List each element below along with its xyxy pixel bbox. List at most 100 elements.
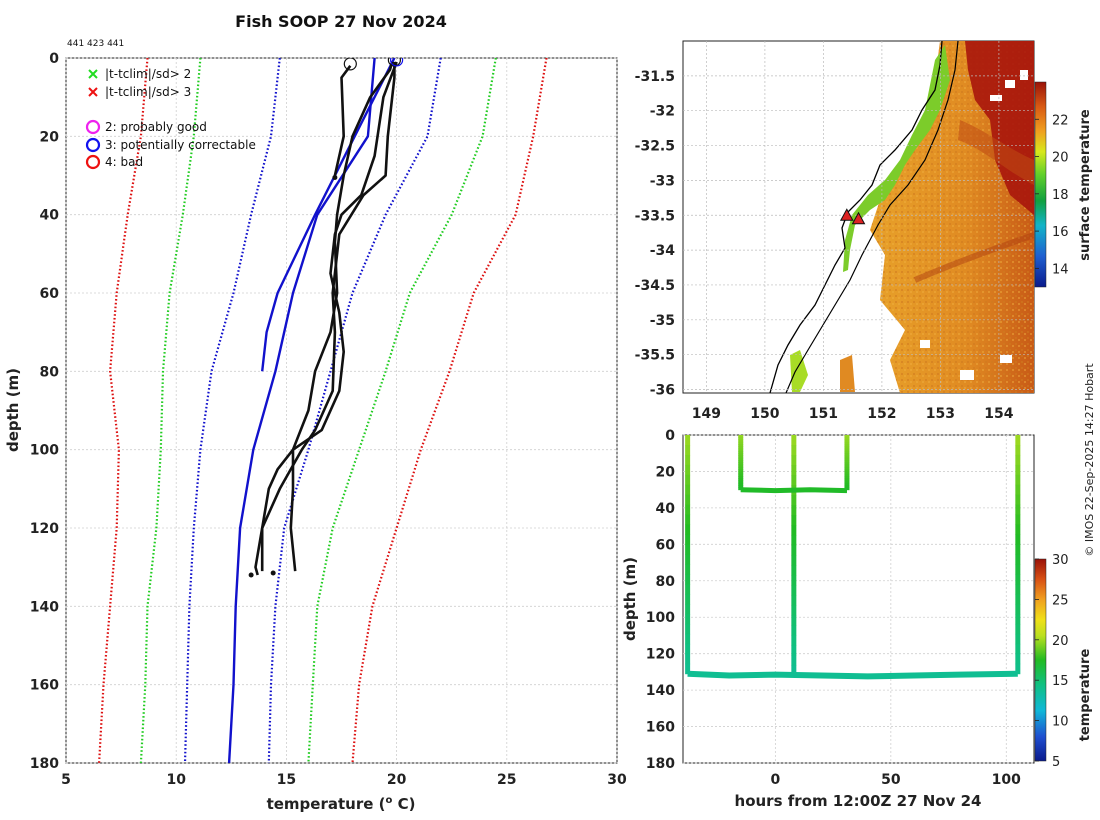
cast-segment — [844, 446, 850, 450]
profile-series — [98, 58, 548, 763]
cast-segment — [738, 476, 744, 479]
section-grid — [683, 434, 1034, 764]
temp-cb-tick-label: 15 — [1052, 674, 1069, 689]
cast-segment — [1015, 444, 1021, 456]
cast-segment — [844, 439, 850, 443]
cast-segment — [738, 441, 744, 445]
profile-ytick-label: 120 — [30, 521, 59, 537]
sst-cb-tick-label: 18 — [1052, 188, 1069, 203]
section-ytick-label: 160 — [646, 720, 675, 736]
cast-segment — [844, 460, 850, 463]
cast-segment — [685, 594, 691, 605]
cast-segment — [791, 575, 797, 586]
cast-segment — [738, 446, 744, 450]
cast-segment — [1015, 464, 1021, 476]
profile-ytick-label: 160 — [30, 678, 59, 694]
cast-segment — [844, 462, 850, 466]
section-xtick-label: 0 — [770, 772, 780, 788]
map-ytick-label: -32.5 — [635, 139, 675, 155]
profile-ytick-label: 140 — [30, 599, 59, 615]
cast-segment — [791, 505, 797, 516]
cast-segment — [1015, 643, 1021, 655]
cast-segment — [791, 535, 797, 546]
cast-segment — [844, 476, 850, 479]
map-xtick-label: 151 — [809, 406, 838, 422]
profile-xtick-label: 20 — [387, 772, 407, 788]
map-ytick-label: -35 — [650, 313, 675, 329]
cast-segment — [685, 494, 691, 506]
legend-label: |t-tclim|/sd> 2 — [105, 67, 191, 81]
cast-segment — [844, 482, 850, 486]
cast-segment — [685, 444, 691, 456]
cast-segment — [791, 435, 797, 446]
profile-xtick-label: 10 — [166, 772, 186, 788]
figure-title: Fish SOOP 27 Nov 2024 — [235, 12, 447, 31]
legend-circle-marker — [85, 119, 101, 135]
cast-segment — [1015, 584, 1021, 595]
platform-ids: 441 423 441 — [67, 39, 124, 49]
cast-segment — [844, 478, 850, 482]
sst-cb-tick-label: 16 — [1052, 225, 1069, 240]
shelf-cool-water-3 — [840, 355, 855, 392]
profile-ytick-label: 100 — [30, 443, 59, 459]
cast-segment — [844, 469, 850, 472]
cast-segment — [738, 453, 744, 456]
cast-segment — [844, 457, 850, 461]
cast-segment — [1015, 454, 1021, 466]
cast-segment — [685, 554, 691, 565]
cast-segment — [844, 466, 850, 470]
cast-segment — [685, 663, 691, 675]
sst-map-panel: 149 150 151 152 153 154 -31.5 -32 -32.5 -33 -33.5 -… — [635, 40, 1093, 422]
series-climatology-2sd — [139, 58, 202, 763]
cast-segment — [738, 464, 744, 468]
cast-segment — [844, 448, 850, 452]
cast-segment — [738, 462, 744, 466]
series-profile-e — [289, 61, 398, 572]
map-ytick-label: -34 — [650, 243, 676, 259]
cast-segment — [738, 466, 744, 470]
cast-segment — [791, 605, 797, 616]
cast-segment — [685, 464, 691, 476]
series-climatology-3sd — [98, 58, 149, 763]
section-ytick-label: 20 — [656, 464, 676, 480]
section-ytick-label: 140 — [646, 683, 675, 699]
section-ytick-label: 60 — [656, 537, 676, 553]
map-xtick-label: 154 — [984, 406, 1013, 422]
profile-xlabel: temperature (o C) — [267, 795, 416, 813]
series-profile-b — [333, 65, 352, 176]
cast-segment — [844, 480, 850, 484]
cast-segment — [791, 445, 797, 456]
section-ytick-label: 0 — [665, 428, 675, 444]
cast-segment — [738, 473, 744, 477]
cast-segment — [1015, 594, 1021, 605]
profile-ytick-label: 0 — [49, 51, 59, 67]
cast-segment — [1015, 494, 1021, 506]
cast-segment — [844, 485, 850, 488]
cast-segment — [685, 614, 691, 625]
cast-segment — [685, 524, 691, 535]
profile-start-marker — [343, 58, 357, 71]
cast-segment — [738, 457, 744, 461]
cast-segment — [844, 471, 850, 475]
cast-segment — [738, 439, 744, 443]
legend-label: 4: bad — [105, 155, 143, 169]
cast-segment — [1015, 574, 1021, 585]
map-ytick-label: -34.5 — [635, 278, 675, 294]
profile-ylabel: depth (m) — [4, 368, 22, 452]
temp-cb-tick-label: 20 — [1052, 634, 1069, 649]
cast-segment — [685, 435, 691, 446]
station-triangle — [851, 211, 866, 225]
map-ytick-label: -33.5 — [635, 208, 675, 224]
cast-segment — [1015, 633, 1021, 645]
section-xtick-label: 100 — [992, 772, 1021, 788]
temp-colorbar-label: temperature — [1078, 649, 1093, 742]
cast-segment — [1015, 614, 1021, 625]
map-ytick-label: -36 — [650, 383, 675, 399]
cast-segment — [1015, 474, 1021, 486]
section-ytick-label: 40 — [656, 501, 676, 517]
profile-ytick-label: 20 — [40, 129, 60, 145]
temp-colorbar-ticks: 5 10 15 20 25 30 — [1035, 553, 1069, 770]
temp-cb-tick-label: 30 — [1052, 553, 1069, 568]
cast-segment — [685, 454, 691, 466]
cast-segment — [738, 448, 744, 452]
